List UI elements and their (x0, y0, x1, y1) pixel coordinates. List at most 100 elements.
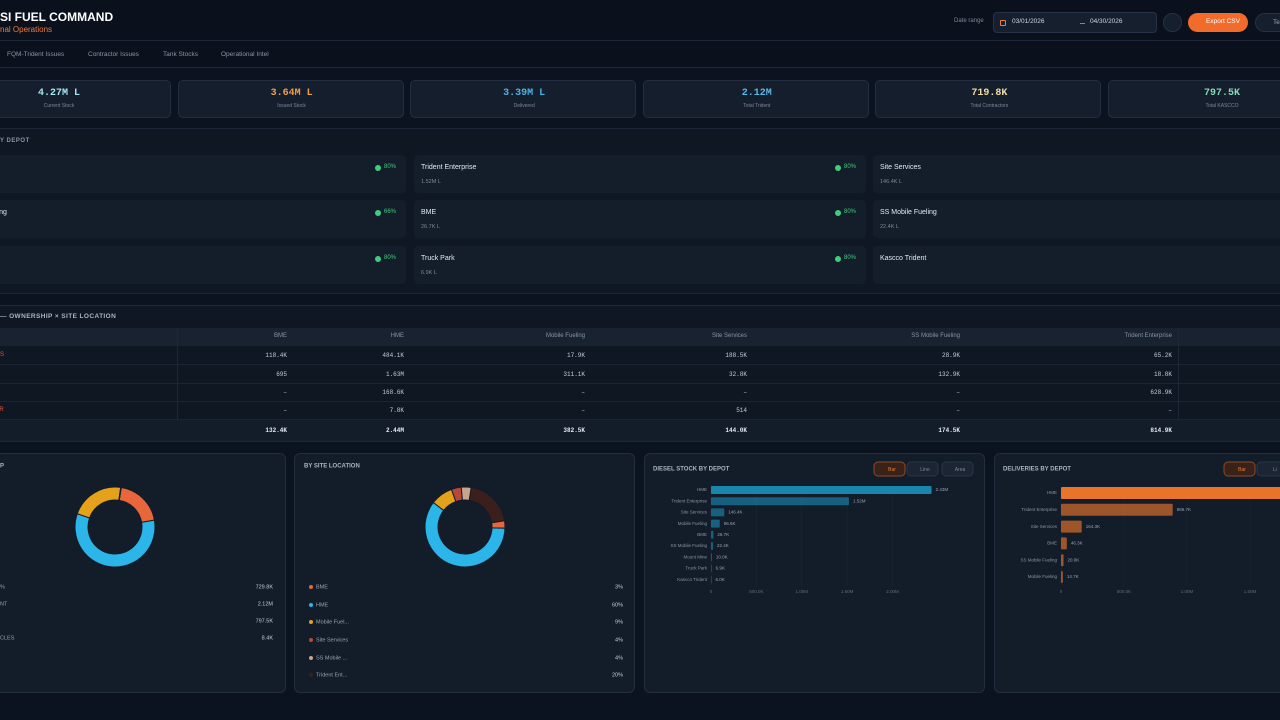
legend-value: 20% (612, 672, 623, 678)
y-tick-label: SS Mobile Fueling (670, 543, 707, 548)
depot-name: Trident Enterprise (421, 164, 477, 171)
date-range: 03/01/2026 04/30/2026 (993, 12, 1157, 33)
value-label: 14.7K (1067, 574, 1079, 579)
bar (711, 497, 849, 506)
date-from[interactable]: 03/01/2026 (1012, 18, 1045, 25)
table-cell: 17.9K (566, 352, 585, 359)
table-cell: 1.63M (385, 371, 404, 378)
kpi-label: Current Stock (43, 103, 75, 109)
tab[interactable]: Operational Intel (221, 51, 269, 58)
legend-label: NT (0, 601, 8, 607)
bar (1061, 487, 1280, 499)
bar (711, 575, 712, 584)
kpi-card: 3.39M L Delivered (410, 80, 637, 118)
column-header: Site Services (711, 333, 747, 339)
column-header: SS Mobile Fueling (911, 333, 960, 339)
chart-toggle[interactable] (1256, 461, 1280, 477)
table-cell: – (581, 407, 585, 414)
bar (711, 486, 932, 494)
table-header-row (0, 328, 1280, 346)
x-tick-label: 500.0K (1117, 589, 1131, 594)
panel-title: DIESEL STOCK BY DEPOT (653, 467, 730, 473)
export-button[interactable]: Export CSV (1188, 13, 1248, 32)
chart-toggle[interactable] (873, 461, 906, 477)
kpi-value: 3.64M L (270, 88, 313, 99)
total-cell: 144.0K (725, 427, 747, 434)
table-cell: – (743, 389, 747, 396)
chart-toggle[interactable] (941, 461, 974, 477)
total-cell: 382.5K (563, 427, 585, 434)
legend-value: 4% (615, 655, 623, 661)
legend-label: % (0, 584, 5, 590)
bar (1061, 520, 1082, 533)
value-label: 146.4K (728, 510, 742, 515)
total-cell: 814.9K (1150, 427, 1172, 434)
value-label: 886.7K (1177, 507, 1191, 512)
bar (1061, 503, 1173, 516)
kpi-label: Total Contractors (970, 103, 1009, 109)
legend-label: SS Mobile ... (316, 655, 348, 661)
depot-card: Kascco Trident (873, 246, 1280, 284)
status-dot (375, 256, 381, 262)
table-cell: 628.9K (1150, 389, 1172, 396)
table-cell: 28.9K (941, 352, 960, 359)
date-label: Date range (954, 18, 984, 24)
chart-toggle-label[interactable]: Line (920, 467, 930, 473)
legend-dot (309, 656, 313, 660)
depot-pct: 80% (384, 164, 397, 170)
row-label: LPR (0, 407, 4, 413)
legend-dot (309, 603, 313, 607)
value-label: 26.7K (717, 532, 729, 537)
truncated-button[interactable]: Te (1255, 13, 1280, 32)
refresh-button[interactable] (1163, 13, 1182, 32)
depot-name: Truck Park (421, 255, 455, 262)
chart-toggle-label[interactable]: Area (955, 467, 966, 473)
y-tick-label: HME (1047, 490, 1057, 495)
table-cell: 132.9K (938, 371, 960, 378)
app-title: SI FUEL COMMAND (0, 10, 114, 24)
chart-toggle[interactable] (1223, 461, 1256, 477)
legend-label: Site Services (316, 637, 348, 643)
tab[interactable]: FQM-Trident Issues (7, 51, 65, 58)
legend-value: 9% (615, 619, 623, 625)
tab[interactable]: Tank Stocks (163, 51, 199, 58)
tab[interactable]: Contractor Issues (88, 51, 139, 58)
x-tick-label: 2.00M (886, 589, 899, 594)
row-line (0, 364, 1280, 365)
value-label: 22.4K (717, 543, 729, 548)
panel-title: DELIVERIES BY DEPOT (1003, 467, 1071, 473)
donut-segment (118, 486, 122, 501)
chart-toggle[interactable] (906, 461, 939, 477)
table-cell: 18.8K (1153, 371, 1172, 378)
table-cell: 65.2K (1153, 352, 1172, 359)
app-subtitle: nal Operations (0, 25, 53, 34)
x-tick-label: 1.00M (1181, 589, 1194, 594)
y-tick-label: Truck Park (685, 566, 707, 571)
depot-stock: 6.9K L (421, 270, 437, 276)
tab-bar (0, 41, 1280, 68)
table-cell: 514 (736, 407, 747, 414)
chart-toggle-label[interactable]: Bar (888, 467, 896, 473)
date-to[interactable]: 04/30/2026 (1090, 18, 1123, 25)
x-tick-label: 1.50M (1244, 589, 1257, 594)
table-cell: 168.6K (382, 389, 404, 396)
chart-toggle-label[interactable]: Li (1273, 467, 1277, 473)
legend-dot (309, 673, 313, 677)
chart-panel (0, 453, 286, 693)
legend-label: Trident Ent... (316, 672, 348, 678)
depot-card: SS Mobile Fueling 22.4K L (873, 200, 1280, 238)
depot-card: u80% (0, 246, 406, 284)
table-cell: – (283, 407, 287, 414)
table-cell: 188.5K (725, 352, 747, 359)
chart-toggle-label[interactable]: Bar (1238, 467, 1246, 473)
status-dot (835, 210, 841, 216)
kpi-value: 3.39M L (503, 88, 546, 99)
table-cell: – (283, 389, 287, 396)
depot-card: Site Services 146.4K L (873, 155, 1280, 193)
column-header: HME (390, 333, 404, 339)
depot-name: Kascco Trident (880, 255, 927, 262)
depot-pct: 80% (384, 255, 397, 261)
legend-label: BME (316, 584, 328, 590)
bar (711, 519, 720, 528)
